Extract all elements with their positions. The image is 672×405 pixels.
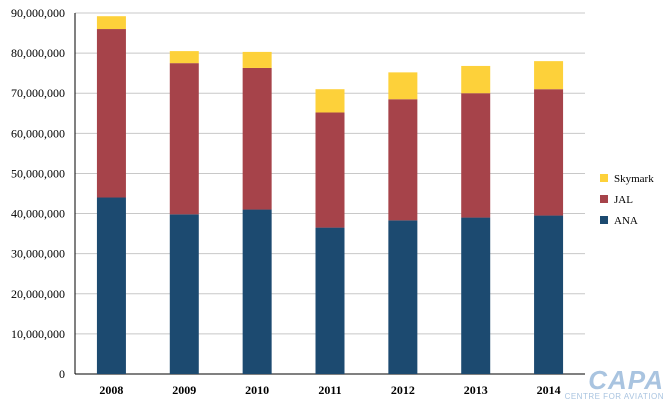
x-tick-label: 2011 bbox=[318, 383, 341, 397]
y-tick-label: 90,000,000 bbox=[11, 6, 65, 20]
bar-ana-2009 bbox=[169, 214, 199, 374]
bar-jal-2013 bbox=[461, 93, 491, 218]
bar-jal-2012 bbox=[388, 99, 418, 221]
x-tick-label: 2014 bbox=[537, 383, 561, 397]
x-tick-label: 2009 bbox=[172, 383, 196, 397]
legend-swatch-jal bbox=[600, 195, 608, 203]
watermark-main-text: CAPA bbox=[588, 365, 664, 395]
legend-swatch-ana bbox=[600, 216, 608, 224]
x-tick-label: 2010 bbox=[245, 383, 269, 397]
y-tick-label: 50,000,000 bbox=[11, 166, 65, 180]
bar-ana-2012 bbox=[388, 220, 418, 374]
y-tick-label: 70,000,000 bbox=[11, 86, 65, 100]
bar-jal-2009 bbox=[169, 63, 199, 215]
y-axis-tick-labels: 0 10,000,000 20,000,000 30,000,000 40,000,00… bbox=[11, 6, 65, 381]
bar-ana-2014 bbox=[534, 215, 564, 374]
bar-ana-2013 bbox=[461, 217, 491, 374]
bar-ana-2008 bbox=[96, 197, 126, 374]
x-tick-label: 2013 bbox=[464, 383, 488, 397]
legend: Skymark JAL ANA bbox=[600, 173, 654, 227]
bar-skymark-2010 bbox=[242, 51, 272, 68]
bar-jal-2011 bbox=[315, 112, 345, 228]
bar-ana-2011 bbox=[315, 227, 345, 374]
bar-skymark-2013 bbox=[461, 65, 491, 94]
legend-label-ana: ANA bbox=[614, 215, 638, 227]
bars bbox=[96, 16, 564, 374]
bar-skymark-2014 bbox=[534, 61, 564, 90]
y-tick-label: 20,000,000 bbox=[11, 287, 65, 301]
y-tick-label: 10,000,000 bbox=[11, 327, 65, 341]
legend-label-skymark: Skymark bbox=[614, 173, 654, 185]
legend-label-jal: JAL bbox=[614, 194, 633, 206]
y-tick-label: 80,000,000 bbox=[11, 46, 65, 60]
bar-skymark-2008 bbox=[96, 16, 126, 30]
bar-jal-2010 bbox=[242, 67, 272, 210]
x-axis-tick-labels: 2008 2009 2010 2011 2012 2013 2014 bbox=[99, 383, 560, 397]
x-tick-label: 2012 bbox=[391, 383, 415, 397]
bar-ana-2010 bbox=[242, 209, 272, 374]
watermark-sub-text: CENTRE FOR AVIATION bbox=[564, 392, 664, 401]
bar-jal-2008 bbox=[96, 29, 126, 198]
bar-skymark-2009 bbox=[169, 51, 199, 64]
y-tick-label: 40,000,000 bbox=[11, 207, 65, 221]
y-tick-label: 30,000,000 bbox=[11, 247, 65, 261]
x-tick-label: 2008 bbox=[99, 383, 123, 397]
legend-swatch-skymark bbox=[600, 174, 608, 182]
capa-watermark-logo: CAPA CENTRE FOR AVIATION bbox=[564, 365, 664, 401]
bar-jal-2014 bbox=[534, 89, 564, 216]
bar-skymark-2012 bbox=[388, 72, 418, 100]
y-tick-label: 0 bbox=[59, 367, 65, 381]
bar-skymark-2011 bbox=[315, 89, 345, 113]
y-tick-label: 60,000,000 bbox=[11, 126, 65, 140]
